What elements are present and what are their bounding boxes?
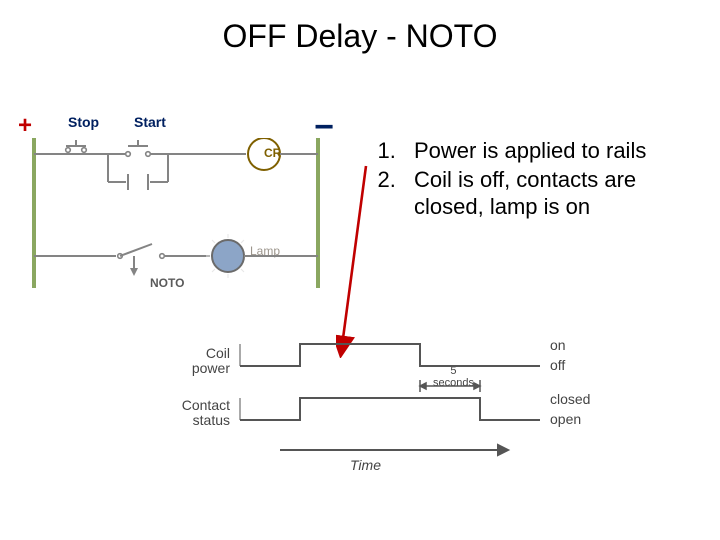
plus-icon: + [18, 112, 32, 140]
stop-label: Stop [68, 114, 99, 130]
list-item: Power is applied to rails [402, 138, 690, 165]
ladder-diagram: + − Stop Start CR Lamp NOTO [18, 112, 338, 292]
pointer-arrow [336, 158, 376, 358]
timing-diagram: Coil power Contact status on off closed … [170, 330, 600, 510]
list-item: Coil is off, contacts are closed, lamp i… [402, 167, 690, 221]
page-title: OFF Delay - NOTO [0, 18, 720, 55]
ladder-svg [28, 138, 324, 288]
timing-svg [170, 330, 600, 510]
start-label: Start [134, 114, 166, 130]
explanation-list: Power is applied to rails Coil is off, c… [358, 138, 690, 222]
